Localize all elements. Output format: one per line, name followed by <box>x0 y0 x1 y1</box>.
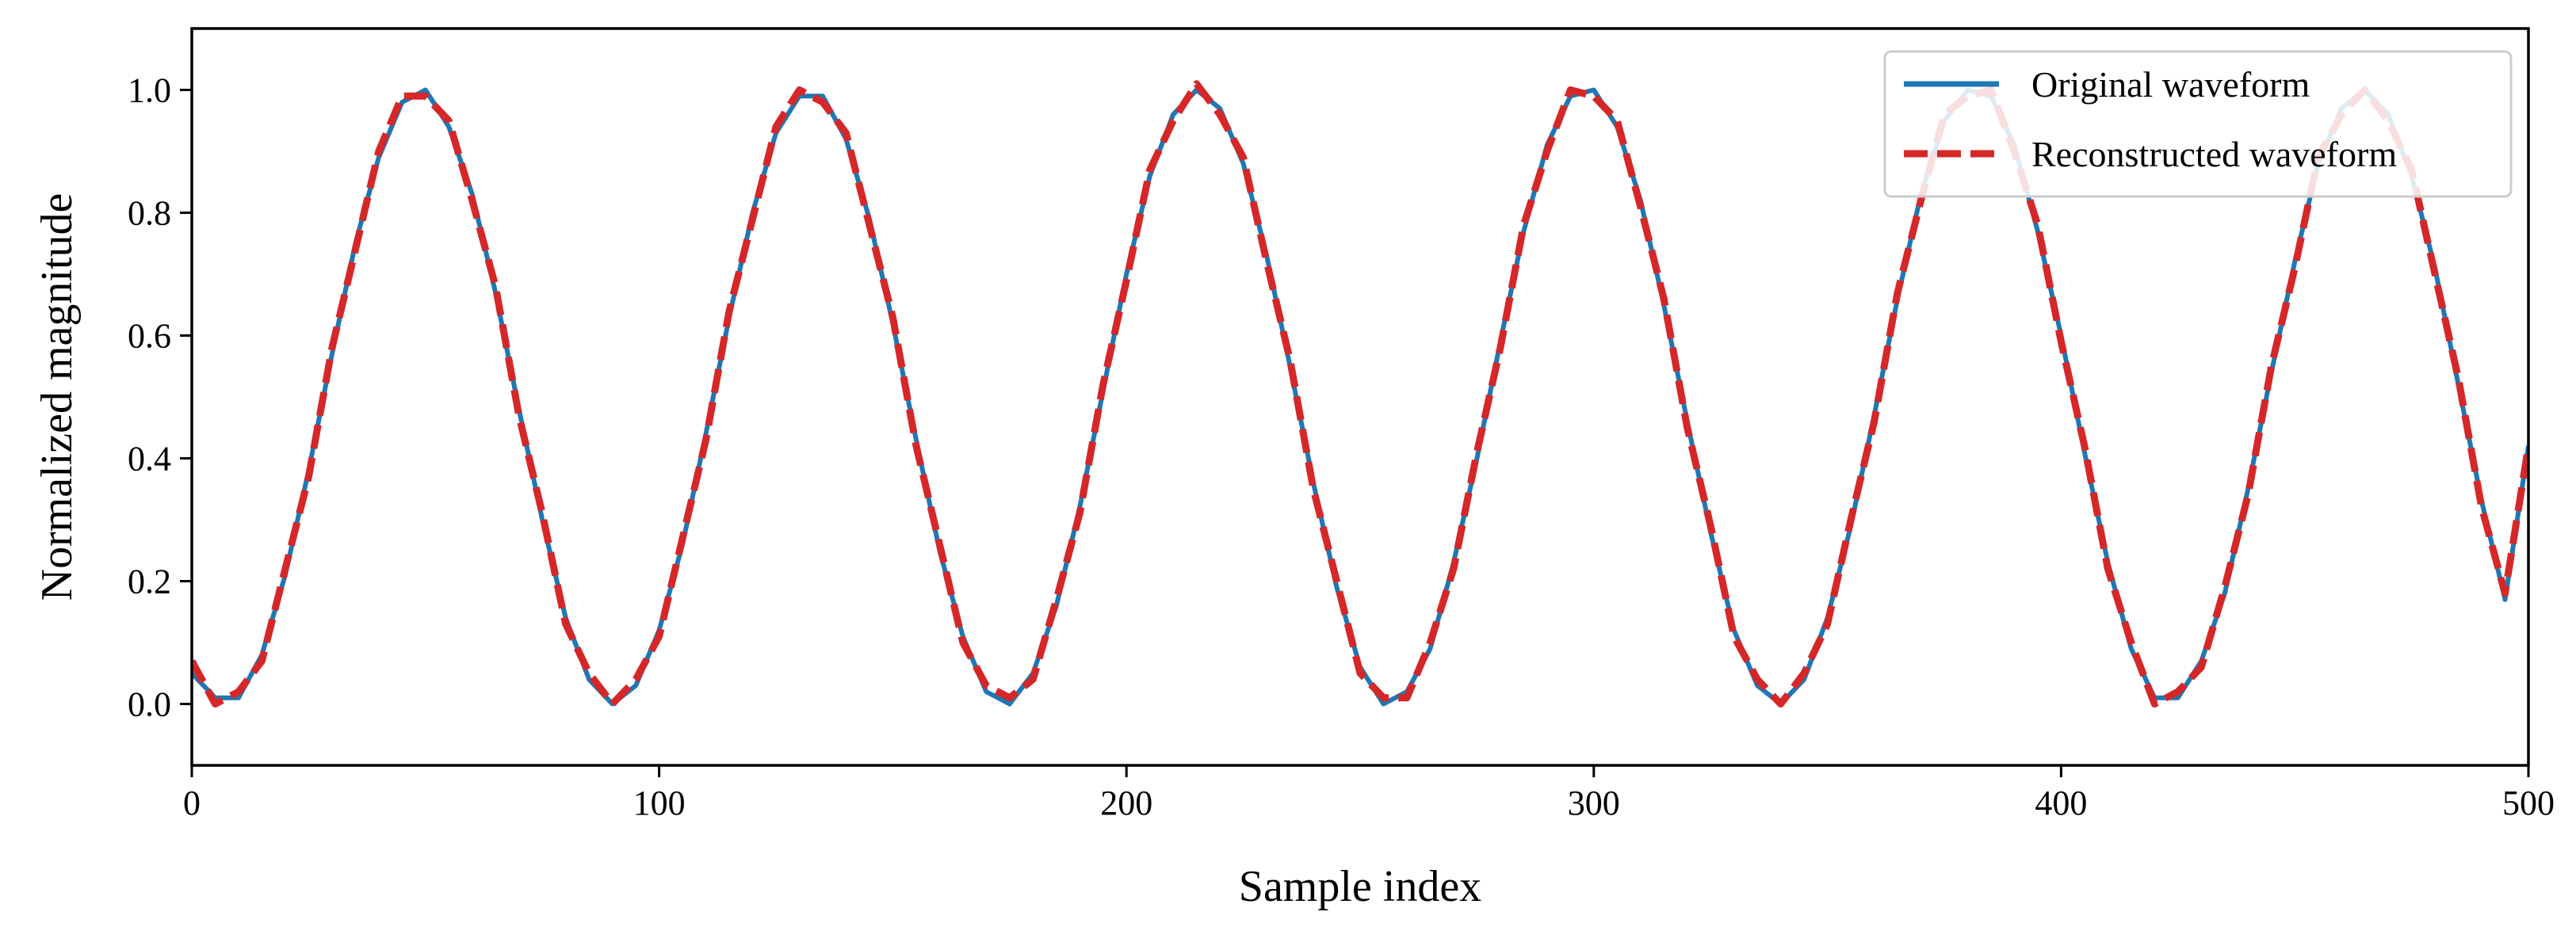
series-line-reconstructed <box>192 80 2528 708</box>
legend: Original waveform Reconstructed waveform <box>1883 50 2513 198</box>
legend-label-original: Original waveform <box>2031 64 2310 105</box>
y-tick-label: 0.4 <box>128 440 171 479</box>
x-tick-label: 100 <box>633 784 686 822</box>
y-tick-label: 0.6 <box>128 317 171 356</box>
y-axis: 0.0 0.2 0.4 0.6 0.8 1.0 <box>128 71 192 724</box>
y-tick-label: 0.0 <box>128 685 171 724</box>
x-tick-label: 300 <box>1568 784 1620 822</box>
x-axis-title: Sample index <box>1239 862 1481 911</box>
x-tick-label: 500 <box>2502 784 2555 822</box>
y-tick-label: 0.8 <box>128 194 171 233</box>
y-tick-label: 1.0 <box>128 71 171 110</box>
plot-area-frame <box>190 27 2530 767</box>
x-tick-label: 200 <box>1100 784 1152 822</box>
x-axis: 0 100 200 300 400 500 <box>183 765 2555 822</box>
y-tick-label: 0.2 <box>128 563 171 601</box>
legend-box <box>1883 50 2513 198</box>
x-tick-label: 0 <box>183 784 201 822</box>
series-layer <box>192 80 2528 708</box>
y-axis-title: Normalized magnitude <box>32 193 82 601</box>
x-tick-label: 400 <box>2035 784 2087 822</box>
legend-label-reconstructed: Reconstructed waveform <box>2031 134 2397 174</box>
